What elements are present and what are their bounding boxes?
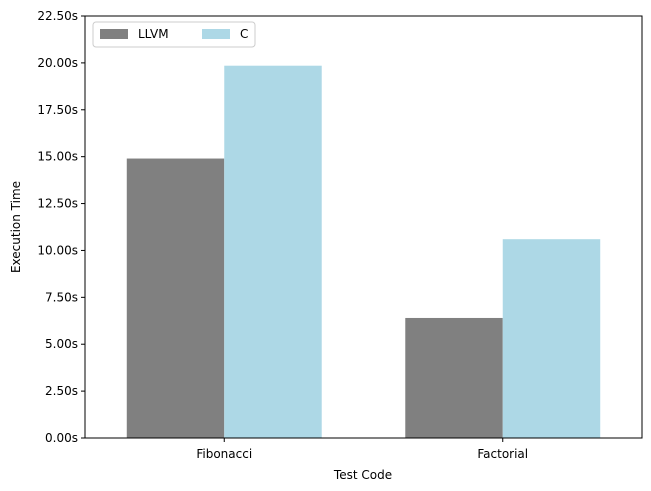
y-tick-label: 0.00s <box>45 431 78 445</box>
bar-c-fibonacci <box>224 65 322 439</box>
legend-label-llvm: LLVM <box>138 27 169 41</box>
y-axis: 0.00s 2.50s 5.00s 7.50s 10.00s 12.50s 15.00s 17… <box>37 9 85 445</box>
legend-swatch-llvm <box>100 29 128 39</box>
x-tick-label: Factorial <box>477 447 528 461</box>
x-tick-label: Fibonacci <box>196 447 252 461</box>
y-tick-label: 7.50s <box>45 290 78 304</box>
bars-group <box>126 65 601 439</box>
legend-frame <box>92 21 256 48</box>
y-axis-label: Execution Time <box>9 181 23 273</box>
legend-label-c: C <box>240 27 248 41</box>
bar-c-factorial <box>502 239 601 438</box>
y-tick-label: 22.50s <box>37 9 78 23</box>
y-tick-label: 15.00s <box>37 150 78 164</box>
y-tick-label: 12.50s <box>37 197 78 211</box>
y-tick-label: 2.50s <box>45 384 78 398</box>
y-tick-label: 10.00s <box>37 243 78 257</box>
y-tick-label: 17.50s <box>37 103 78 117</box>
legend-swatch-c <box>202 29 230 39</box>
x-axis: Fibonacci Factorial <box>196 438 528 461</box>
y-tick-label: 5.00s <box>45 337 78 351</box>
legend: LLVM C <box>92 21 256 48</box>
plot-frame <box>84 15 643 439</box>
y-tick-label: 20.00s <box>37 56 78 70</box>
bar-llvm-factorial <box>405 317 503 438</box>
x-axis-label: Test Code <box>333 468 392 482</box>
bar-llvm-fibonacci <box>126 158 225 438</box>
